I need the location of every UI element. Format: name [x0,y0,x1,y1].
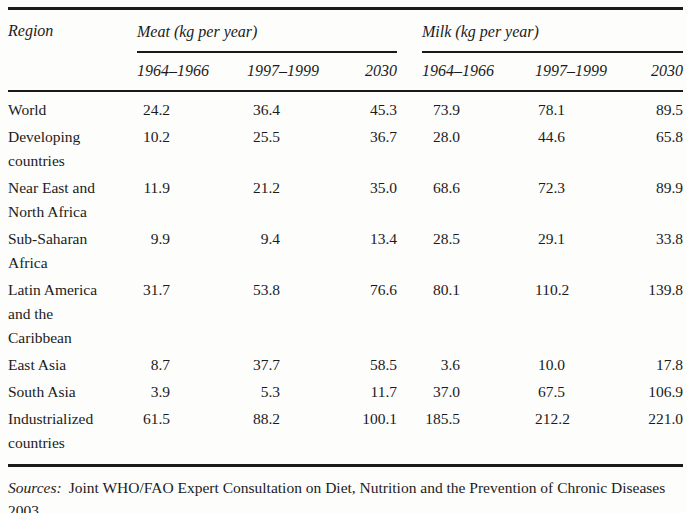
milk-year-3: 2030 [640,53,683,91]
milk-value-cell: 110.2 [535,276,640,351]
milk-year-2: 1997–1999 [535,53,640,91]
meat-value-cell: 11.9 [137,174,247,225]
meat-value-cell: 3.9 [137,378,247,405]
milk-group-header: Milk (kg per year) [422,9,683,54]
meat-year-3: 2030 [358,53,422,91]
meat-value-cell: 76.6 [358,276,422,351]
milk-value-cell: 28.0 [422,123,535,174]
milk-value-cell: 72.3 [535,174,640,225]
table-body: World 24.2 36.4 45.3 73.9 78.1 89.5 Deve… [8,91,683,466]
meat-value-cell: 24.2 [137,91,247,123]
milk-value-cell: 89.9 [640,174,683,225]
milk-value-cell: 28.5 [422,225,535,276]
region-cell: World [8,91,137,123]
sources-note: Sources:Joint WHO/FAO Expert Consultatio… [8,476,683,513]
milk-value-cell: 10.0 [535,351,640,378]
milk-group-label: Milk (kg per year) [422,23,539,40]
milk-value-cell: 80.1 [422,276,535,351]
meat-value-cell: 10.2 [137,123,247,174]
meat-value-cell: 21.2 [247,174,358,225]
milk-value-cell: 37.0 [422,378,535,405]
meat-value-cell: 8.7 [137,351,247,378]
milk-value-cell: 212.2 [535,405,640,466]
milk-group-underline: Milk (kg per year) [422,22,683,53]
meat-value-cell: 9.4 [247,225,358,276]
milk-value-cell: 17.8 [640,351,683,378]
consumption-table: Region Meat (kg per year) Milk (kg per y… [8,7,683,467]
sources-text: Joint WHO/FAO Expert Consultation on Die… [8,479,665,513]
meat-value-cell: 36.4 [247,91,358,123]
milk-value-cell: 33.8 [640,225,683,276]
table-row-industrialized-countries: Industrialized countries 61.5 88.2 100.1… [8,405,683,466]
meat-value-cell: 88.2 [247,405,358,466]
milk-value-cell: 3.6 [422,351,535,378]
region-cell: Sub-Saharan Africa [8,225,137,276]
document-page: Region Meat (kg per year) Milk (kg per y… [0,0,687,513]
table-row-developing-countries: Developing countries 10.2 25.5 36.7 28.0… [8,123,683,174]
table-row-south-asia: South Asia 3.9 5.3 11.7 37.0 67.5 106.9 [8,378,683,405]
region-cell: Industrialized countries [8,405,137,466]
milk-value-cell: 44.6 [535,123,640,174]
meat-year-2: 1997–1999 [247,53,358,91]
region-cell: Developing countries [8,123,137,174]
meat-value-cell: 45.3 [358,91,422,123]
meat-value-cell: 31.7 [137,276,247,351]
region-cell: Latin America and the Caribbean [8,276,137,351]
meat-group-label: Meat (kg per year) [137,23,257,40]
region-header-label: Region [8,22,53,39]
region-cell: East Asia [8,351,137,378]
meat-value-cell: 5.3 [247,378,358,405]
meat-group-underline: Meat (kg per year) [137,22,397,53]
table-row-near-east-north-africa: Near East and North Africa 11.9 21.2 35.… [8,174,683,225]
milk-value-cell: 221.0 [640,405,683,466]
meat-value-cell: 11.7 [358,378,422,405]
meat-value-cell: 35.0 [358,174,422,225]
milk-value-cell: 65.8 [640,123,683,174]
milk-value-cell: 73.9 [422,91,535,123]
table-row-latin-america-caribbean: Latin America and the Caribbean 31.7 53.… [8,276,683,351]
table-header: Region Meat (kg per year) Milk (kg per y… [8,9,683,92]
meat-year-1: 1964–1966 [137,53,247,91]
meat-value-cell: 25.5 [247,123,358,174]
milk-value-cell: 68.6 [422,174,535,225]
meat-value-cell: 58.5 [358,351,422,378]
sources-label: Sources: [8,479,62,496]
table-row-east-asia: East Asia 8.7 37.7 58.5 3.6 10.0 17.8 [8,351,683,378]
milk-value-cell: 89.5 [640,91,683,123]
milk-value-cell: 67.5 [535,378,640,405]
meat-value-cell: 37.7 [247,351,358,378]
meat-value-cell: 9.9 [137,225,247,276]
meat-value-cell: 53.8 [247,276,358,351]
group-header-row: Region Meat (kg per year) Milk (kg per y… [8,9,683,54]
meat-group-header: Meat (kg per year) [137,9,422,54]
milk-year-1: 1964–1966 [422,53,535,91]
milk-value-cell: 106.9 [640,378,683,405]
meat-value-cell: 13.4 [358,225,422,276]
milk-value-cell: 29.1 [535,225,640,276]
milk-value-cell: 78.1 [535,91,640,123]
region-column-header: Region [8,9,137,92]
region-cell: Near East and North Africa [8,174,137,225]
milk-value-cell: 139.8 [640,276,683,351]
table-row-world: World 24.2 36.4 45.3 73.9 78.1 89.5 [8,91,683,123]
meat-value-cell: 61.5 [137,405,247,466]
milk-value-cell: 185.5 [422,405,535,466]
meat-value-cell: 36.7 [358,123,422,174]
region-cell: South Asia [8,378,137,405]
meat-value-cell: 100.1 [358,405,422,466]
table-row-sub-saharan-africa: Sub-Saharan Africa 9.9 9.4 13.4 28.5 29.… [8,225,683,276]
